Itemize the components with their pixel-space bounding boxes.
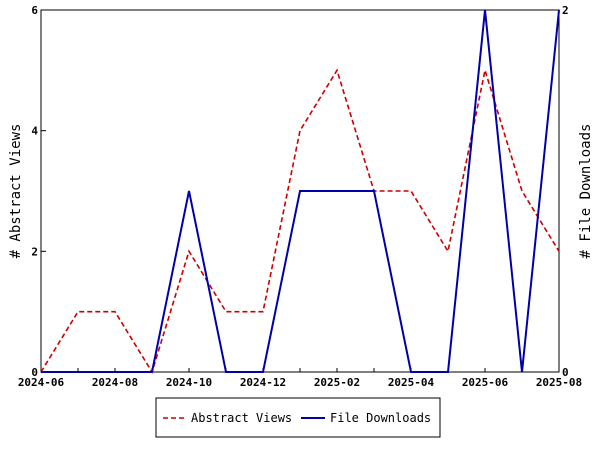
x-tick-label: 2025-08 — [536, 376, 582, 389]
legend: Abstract Views File Downloads — [155, 397, 441, 438]
x-tick-label: 2024-12 — [240, 376, 286, 389]
y-right-tick-label: 2 — [562, 4, 569, 17]
x-tick-label: 2025-02 — [314, 376, 360, 389]
x-tick-label: 2024-06 — [18, 376, 65, 389]
x-tick-label: 2024-08 — [92, 376, 138, 389]
y-left-tick-label: 0 — [31, 366, 38, 379]
y-left-tick-label: 2 — [31, 245, 38, 258]
x-tick-label: 2025-04 — [388, 376, 435, 389]
series-line-abstract-views — [40, 68, 560, 374]
x-tick-label: 2025-06 — [462, 376, 509, 389]
legend-box — [155, 397, 441, 438]
legend-label-file-downloads: File Downloads — [330, 411, 431, 425]
y-axis-left: 0 2 4 6 — [31, 4, 46, 379]
y-axis-right-title: # File Downloads — [578, 124, 594, 259]
legend-label-abstract-views: Abstract Views — [191, 411, 292, 425]
y-axis-right: 02 — [554, 4, 569, 379]
x-tick-label: 2024-10 — [166, 376, 212, 389]
y-left-tick-label: 4 — [31, 125, 38, 138]
x-axis: 2024-06 2024-08 2024-10 2024-12 2025-02 2025-… — [18, 368, 582, 389]
series-layer — [40, 9, 560, 374]
y-axis-left-title: # Abstract Views — [8, 124, 24, 259]
y-right-tick-label: 0 — [562, 366, 569, 379]
series-line-file-downloads — [41, 9, 560, 373]
y-left-tick-label: 6 — [31, 4, 38, 17]
